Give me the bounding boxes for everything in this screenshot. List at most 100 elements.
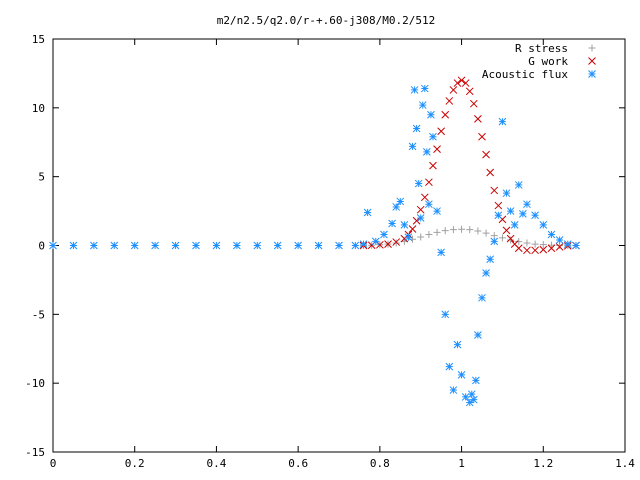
data-point (458, 225, 466, 233)
data-point (130, 241, 139, 250)
data-point (457, 371, 466, 379)
data-point (478, 132, 486, 141)
data-point (547, 244, 556, 253)
data-point (490, 237, 499, 246)
legend-label: R stress (515, 42, 568, 55)
data-point (445, 97, 454, 105)
data-point (465, 87, 474, 96)
data-point (416, 214, 425, 222)
data-point (445, 362, 454, 371)
legend-marker (588, 44, 596, 52)
data-point (49, 241, 57, 250)
data-point (453, 79, 462, 87)
data-point (563, 240, 572, 248)
data-point (417, 233, 425, 241)
data-point (498, 234, 506, 242)
data-point (531, 240, 539, 248)
data-point (441, 227, 449, 235)
data-point (90, 241, 98, 250)
data-point (425, 178, 433, 187)
data-point (418, 101, 427, 109)
ticks-layer: 0 0.2 0.4 0.6 0.8 1 1.2 1.4 15 10 5 0 -5 -10 -15 (25, 33, 635, 470)
data-point (494, 201, 503, 210)
data-point (539, 241, 547, 249)
y-tick-label: -10 (25, 377, 45, 390)
data-point (420, 193, 429, 202)
data-point (351, 241, 360, 250)
data-point (523, 239, 531, 247)
data-point (523, 200, 531, 209)
y-tick-label: 5 (38, 171, 45, 184)
data-point (514, 244, 523, 253)
legend-label: Acoustic flux (482, 68, 568, 81)
x-tick-label: 0.8 (370, 457, 390, 470)
data-point (507, 236, 515, 244)
series-layer (49, 76, 580, 407)
x-tick-label: 0.2 (125, 457, 145, 470)
data-point (273, 241, 282, 250)
data-point (384, 240, 392, 248)
data-point (359, 240, 368, 248)
data-point (506, 234, 515, 243)
data-point (453, 340, 462, 349)
data-point (469, 99, 478, 108)
data-point (502, 226, 511, 235)
data-point (441, 310, 450, 319)
data-point (408, 225, 417, 233)
data-point (433, 207, 441, 215)
data-point (151, 241, 159, 250)
y-tick-label: 10 (32, 102, 45, 115)
data-point (425, 230, 433, 238)
data-point (422, 148, 431, 156)
data-point (457, 76, 466, 85)
data-point (474, 331, 482, 339)
y-tick-label: 15 (32, 33, 45, 46)
data-point (539, 245, 548, 254)
data-point (482, 229, 490, 237)
data-point (519, 209, 527, 218)
data-point (482, 150, 490, 159)
data-point (192, 241, 200, 250)
data-point (396, 197, 405, 206)
data-point (412, 124, 421, 133)
data-point (410, 86, 419, 94)
data-point (514, 181, 523, 189)
data-point (404, 233, 413, 242)
data-point (523, 246, 531, 255)
data-point (474, 227, 482, 235)
data-point (478, 293, 486, 302)
x-tick-label: 0.6 (288, 457, 308, 470)
x-tick-label: 0.4 (206, 457, 226, 470)
data-point (371, 237, 380, 246)
data-point (69, 241, 78, 250)
data-point (363, 208, 372, 217)
legend-label: G work (528, 55, 568, 68)
x-tick-label: 0 (50, 457, 57, 470)
data-point (494, 211, 503, 220)
data-point (555, 243, 564, 251)
x-tick-label: 1.2 (533, 457, 553, 470)
data-point (466, 226, 474, 234)
data-point (437, 248, 445, 257)
data-point (498, 117, 507, 126)
data-point (392, 238, 401, 246)
data-point (490, 186, 499, 195)
data-point (547, 241, 555, 249)
data-point (420, 84, 429, 93)
data-point (486, 255, 495, 264)
data-point (449, 86, 458, 94)
data-point (531, 211, 539, 220)
data-point (465, 398, 474, 407)
data-point (294, 241, 302, 250)
data-point (416, 205, 425, 214)
data-point (110, 241, 119, 250)
data-point (392, 239, 400, 247)
data-point (515, 238, 523, 246)
data-point (531, 246, 539, 255)
x-tick-label: 1.4 (615, 457, 635, 470)
data-point (433, 228, 441, 236)
data-point (461, 393, 470, 401)
data-point (555, 236, 564, 244)
data-point (212, 241, 221, 250)
